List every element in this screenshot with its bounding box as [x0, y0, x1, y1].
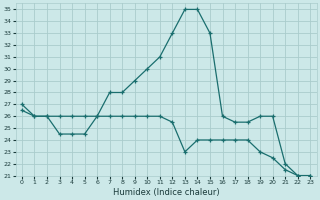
X-axis label: Humidex (Indice chaleur): Humidex (Indice chaleur): [113, 188, 220, 197]
